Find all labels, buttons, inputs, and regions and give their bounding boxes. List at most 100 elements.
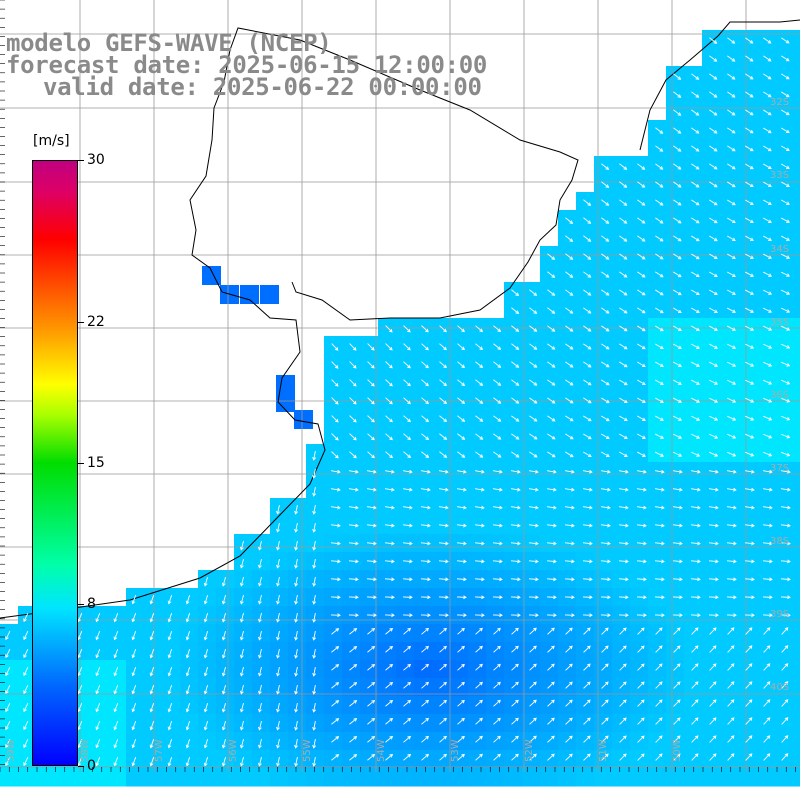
wind-arrow-head — [389, 645, 394, 650]
wind-arrow-head — [750, 183, 754, 188]
wind-arrow — [295, 756, 298, 766]
wind-arrow — [564, 488, 574, 491]
wind-arrow — [5, 685, 11, 694]
wind-arrow-head — [185, 708, 190, 713]
wind-arrow — [655, 235, 664, 242]
wind-arrow-head — [695, 94, 700, 98]
wind-arrow-head — [731, 129, 736, 134]
wind-arrow-head — [732, 327, 736, 331]
wind-arrow — [691, 717, 699, 725]
wind-arrow — [709, 253, 718, 259]
wind-arrow-head — [642, 435, 646, 439]
wind-arrow — [331, 343, 339, 351]
wind-arrow-head — [425, 328, 429, 333]
wind-arrow-head — [569, 417, 574, 422]
wind-arrow — [673, 145, 681, 152]
colorbar-tick — [78, 463, 84, 464]
wind-arrow — [564, 578, 575, 580]
wind-arrow — [726, 542, 737, 545]
wind-arrow — [709, 699, 717, 707]
wind-arrow-head — [425, 454, 430, 458]
wind-arrow-head — [481, 523, 485, 528]
wind-arrow — [745, 663, 753, 671]
wind-arrow-head — [551, 453, 556, 458]
wind-arrow-head — [371, 718, 376, 722]
wind-arrow — [439, 646, 447, 653]
wind-arrow-head — [480, 469, 485, 474]
wind-arrow — [763, 73, 772, 80]
colorbar-unit: [m/s] — [33, 133, 70, 149]
wind-arrow — [582, 506, 592, 509]
wind-cell — [324, 768, 343, 787]
wind-arrow-head — [660, 453, 664, 457]
wind-arrow-head — [713, 94, 718, 98]
wind-arrow-head — [607, 505, 611, 510]
wind-arrow — [510, 470, 520, 473]
wind-arrow — [690, 542, 701, 545]
wind-arrow — [601, 361, 610, 368]
wind-arrow — [313, 702, 316, 712]
wind-arrow — [348, 542, 359, 545]
wind-arrow — [511, 735, 519, 743]
wind-arrow-head — [461, 663, 465, 668]
wind-arrow-head — [661, 523, 665, 528]
wind-arrow — [420, 578, 431, 580]
wind-arrow-head — [678, 453, 683, 457]
wind-arrow — [313, 738, 316, 748]
wind-arrow-head — [768, 452, 773, 457]
wind-arrow-head — [570, 487, 575, 492]
wind-arrow-head — [391, 613, 395, 618]
wind-arrow — [691, 379, 700, 385]
wind-arrow — [655, 433, 664, 439]
wind-arrow-head — [276, 690, 280, 695]
wind-arrow — [565, 451, 574, 458]
wind-arrow — [636, 542, 647, 545]
wind-arrow — [96, 738, 101, 748]
wind-arrow — [474, 560, 485, 563]
wind-arrow — [655, 699, 663, 707]
wind-arrow-head — [239, 708, 244, 713]
wind-arrow-head — [389, 382, 393, 387]
wind-arrow-head — [461, 346, 465, 351]
wind-arrow — [384, 524, 395, 527]
wind-arrow-head — [623, 292, 628, 296]
wind-arrow-head — [712, 663, 717, 667]
wind-arrow — [673, 361, 682, 367]
wind-arrow-head — [767, 147, 772, 152]
wind-arrow-head — [679, 559, 683, 564]
wind-arrow — [583, 699, 591, 707]
wind-arrow — [348, 488, 358, 491]
wind-arrow — [673, 235, 682, 242]
wind-arrow-head — [353, 454, 357, 459]
wind-arrow-head — [407, 681, 412, 686]
wind-arrow-head — [258, 726, 262, 731]
wind-arrow — [439, 361, 447, 368]
wind-arrow-head — [185, 636, 190, 641]
wind-arrow — [745, 145, 754, 152]
wind-arrow — [727, 253, 736, 259]
wind-arrow-head — [221, 654, 226, 659]
wind-arrow-head — [407, 418, 411, 423]
wind-arrow-head — [712, 699, 717, 703]
wind-arrow-head — [515, 735, 519, 740]
wind-arrow — [673, 109, 681, 116]
wind-arrow — [438, 560, 449, 563]
wind-arrow — [313, 612, 316, 622]
wind-arrow — [673, 325, 682, 331]
wind-arrow-head — [113, 618, 118, 623]
wind-arrow-head — [696, 363, 700, 367]
wind-arrow — [619, 253, 627, 260]
wind-arrow — [96, 666, 101, 676]
wind-arrow-head — [696, 309, 700, 313]
wind-arrow — [763, 199, 772, 205]
wind-arrow — [745, 253, 754, 259]
lat-lon-grid — [0, 0, 800, 772]
wind-arrow — [637, 271, 646, 278]
wind-arrow — [528, 488, 538, 491]
wind-arrow — [367, 718, 375, 725]
wind-arrow-head — [312, 744, 317, 749]
wind-arrow-head — [750, 327, 755, 331]
wind-arrow — [547, 681, 555, 689]
wind-arrow — [726, 451, 736, 457]
wind-arrow-head — [517, 613, 521, 618]
